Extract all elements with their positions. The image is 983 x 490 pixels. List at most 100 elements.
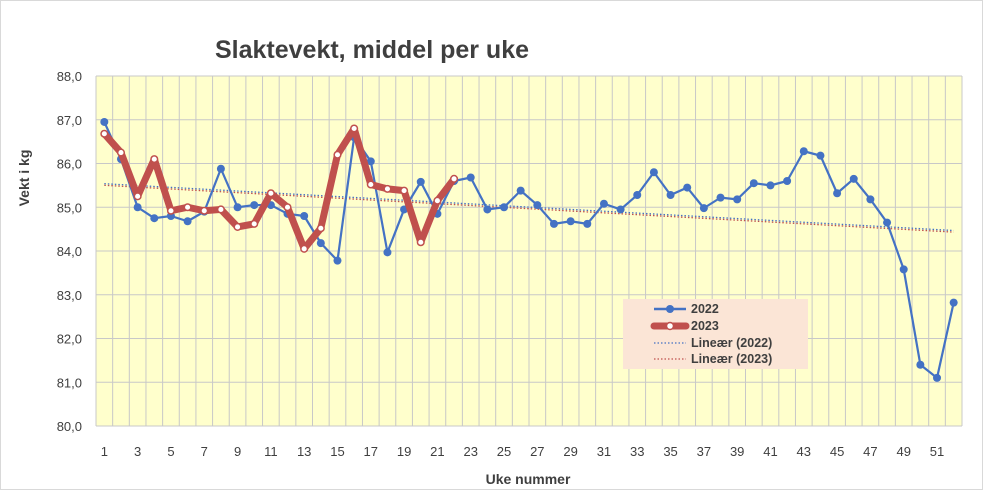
y-tick-label: 86,0: [57, 157, 82, 172]
series-2022-point: [516, 186, 525, 195]
series-2022-point: [616, 205, 625, 214]
x-tick-label: 7: [201, 444, 208, 459]
series-2022-point: [949, 298, 958, 307]
series-2023-point: [250, 219, 259, 228]
legend-trend-2023-label: Lineær (2023): [691, 352, 772, 366]
series-2022-point: [783, 177, 792, 185]
y-tick-label: 88,0: [57, 69, 82, 84]
series-2022-point: [183, 217, 192, 226]
series-2022-point: [500, 203, 509, 212]
y-tick-label: 84,0: [57, 244, 82, 259]
x-tick-label: 9: [234, 444, 241, 459]
series-2023-point: [166, 206, 175, 215]
y-tick-label: 85,0: [57, 200, 82, 215]
series-2023-point: [366, 180, 375, 189]
x-tick-label: 21: [430, 444, 444, 459]
series-2023-point: [333, 150, 342, 159]
series-2022-point: [766, 181, 775, 190]
x-tick-label: 47: [863, 444, 877, 459]
series-2022-line: [103, 121, 955, 379]
legend-2023-marker: [665, 321, 675, 331]
x-tick-label: 5: [167, 444, 174, 459]
series-2022-point: [899, 265, 908, 274]
x-tick-label: 49: [896, 444, 910, 459]
x-tick-label: 29: [563, 444, 577, 459]
data-series: [100, 117, 958, 382]
x-tick-label: 13: [297, 444, 311, 459]
x-tick-label: 51: [930, 444, 944, 459]
series-2023-point: [450, 174, 459, 183]
legend-2022-label: 2022: [691, 302, 719, 316]
x-tick-label: 43: [797, 444, 811, 459]
series-2022-point: [816, 151, 825, 160]
series-2023-point: [183, 203, 192, 212]
x-axis-ticks: 1 3 5 7 9 11 13 15 17 19 21 23 25 27 29 31 33 35 37 39 41 43 4…: [101, 444, 945, 459]
series-2022-point: [866, 195, 875, 204]
y-tick-label: 80,0: [57, 419, 82, 434]
series-2022-point: [716, 193, 725, 202]
series-2022-point: [583, 219, 592, 228]
series-2022-point: [699, 204, 708, 213]
series-2022-point: [649, 168, 658, 177]
y-tick-label: 81,0: [57, 375, 82, 390]
x-tick-label: 3: [134, 444, 141, 459]
series-2022-point: [633, 191, 642, 199]
series-2022-point: [849, 174, 858, 183]
x-tick-label: 31: [597, 444, 611, 459]
series-2023-point: [150, 155, 159, 164]
x-tick-label: 33: [630, 444, 644, 459]
series-2022-point: [599, 199, 608, 208]
series-2023-point: [266, 189, 275, 198]
series-2023-point: [416, 238, 425, 247]
series-2022-point: [483, 205, 492, 214]
series-2022-point: [749, 179, 758, 188]
y-axis-label: Vekt i kg: [16, 150, 32, 207]
series-2022-point: [666, 191, 675, 199]
x-tick-label: 37: [697, 444, 711, 459]
series-2023-point: [133, 192, 142, 201]
x-tick-label: 17: [364, 444, 378, 459]
series-2022-point: [683, 183, 692, 192]
x-tick-label: 27: [530, 444, 544, 459]
y-axis-ticks: 80,0 81,0 82,0 83,0 84,0 85,0 86,0 87,0 88,0: [57, 69, 82, 434]
x-tick-label: 35: [663, 444, 677, 459]
x-tick-label: 45: [830, 444, 844, 459]
series-2022-point: [366, 157, 375, 166]
series-2022-point: [300, 212, 309, 220]
x-tick-label: 15: [330, 444, 344, 459]
y-tick-label: 82,0: [57, 332, 82, 347]
legend-trend-2022-label: Lineær (2022): [691, 336, 772, 350]
series-2022-point: [533, 201, 542, 210]
x-tick-label: 25: [497, 444, 511, 459]
series-2022-point: [316, 239, 325, 248]
legend-2022-marker: [666, 305, 674, 313]
series-2022-point: [933, 373, 942, 382]
series-2022-point: [916, 360, 925, 369]
series-2022-point: [799, 147, 808, 156]
series-2023-point: [100, 129, 109, 138]
gridlines: [95, 75, 963, 427]
series-2022-point: [833, 189, 842, 198]
series-2023-point: [350, 124, 359, 133]
series-2022-point: [733, 195, 742, 204]
series-2023-point: [316, 224, 325, 233]
series-2022-point: [333, 256, 342, 265]
series-2022-point: [566, 217, 575, 226]
legend-2023-label: 2023: [691, 319, 719, 333]
series-2023-point: [200, 206, 209, 215]
series-2023-point: [116, 148, 126, 157]
y-tick-label: 87,0: [57, 113, 82, 128]
series-2023-point: [400, 186, 409, 195]
x-tick-label: 11: [264, 444, 278, 459]
series-2022-point: [549, 219, 558, 228]
series-2023-line: [100, 125, 458, 253]
x-tick-label: 1: [101, 444, 108, 459]
chart-title: Slaktevekt, middel per uke: [215, 36, 529, 64]
series-2023-point: [233, 222, 242, 231]
series-2022-point: [100, 117, 109, 126]
series-2023-point: [283, 203, 292, 212]
x-tick-label: 39: [730, 444, 744, 459]
y-tick-label: 83,0: [57, 288, 82, 303]
series-2023-point: [216, 205, 225, 214]
